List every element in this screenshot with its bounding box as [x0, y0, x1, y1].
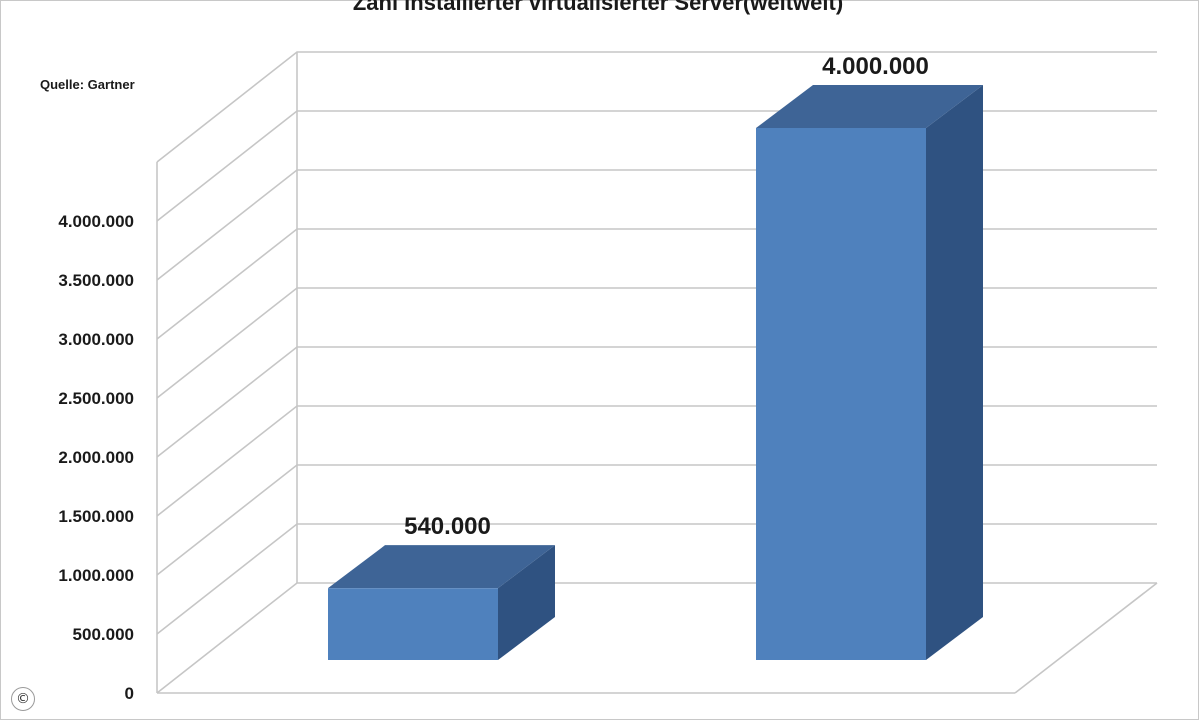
chart-source: Quelle: Gartner — [40, 77, 135, 92]
bar-top — [756, 85, 983, 128]
y-tick-label: 0 — [125, 684, 134, 703]
data-label: 4.000.000 — [822, 53, 929, 80]
bar-top — [328, 545, 555, 589]
bar-side — [926, 85, 983, 660]
gridline — [156, 346, 1157, 458]
copyright-icon: © — [11, 687, 35, 711]
gridline — [156, 464, 1157, 576]
gridline — [156, 523, 1157, 635]
data-label: 540.000 — [404, 513, 491, 540]
y-tick-label: 1.500.000 — [58, 507, 134, 526]
floor-edge — [1014, 582, 1158, 694]
gridline — [156, 51, 1157, 163]
gridline — [156, 287, 1157, 399]
gridline — [156, 228, 1157, 340]
bar-side — [498, 545, 555, 660]
bar — [756, 128, 926, 660]
y-tick-label: 4.000.000 — [58, 212, 134, 231]
bar — [328, 588, 498, 660]
y-tick-label: 2.000.000 — [58, 448, 134, 467]
gridline — [156, 110, 1157, 222]
y-tick-label: 3.500.000 — [58, 271, 134, 290]
chart-title: Zahl installierter virtualisierter Serve… — [353, 0, 843, 15]
gridline — [156, 169, 1157, 281]
y-tick-label: 2.500.000 — [58, 389, 134, 408]
y-tick-label: 1.000.000 — [58, 566, 134, 585]
y-tick-label: 3.000.000 — [58, 330, 134, 349]
gridline — [156, 582, 1157, 694]
gridline — [156, 405, 1157, 517]
y-tick-label: 500.000 — [73, 625, 134, 644]
